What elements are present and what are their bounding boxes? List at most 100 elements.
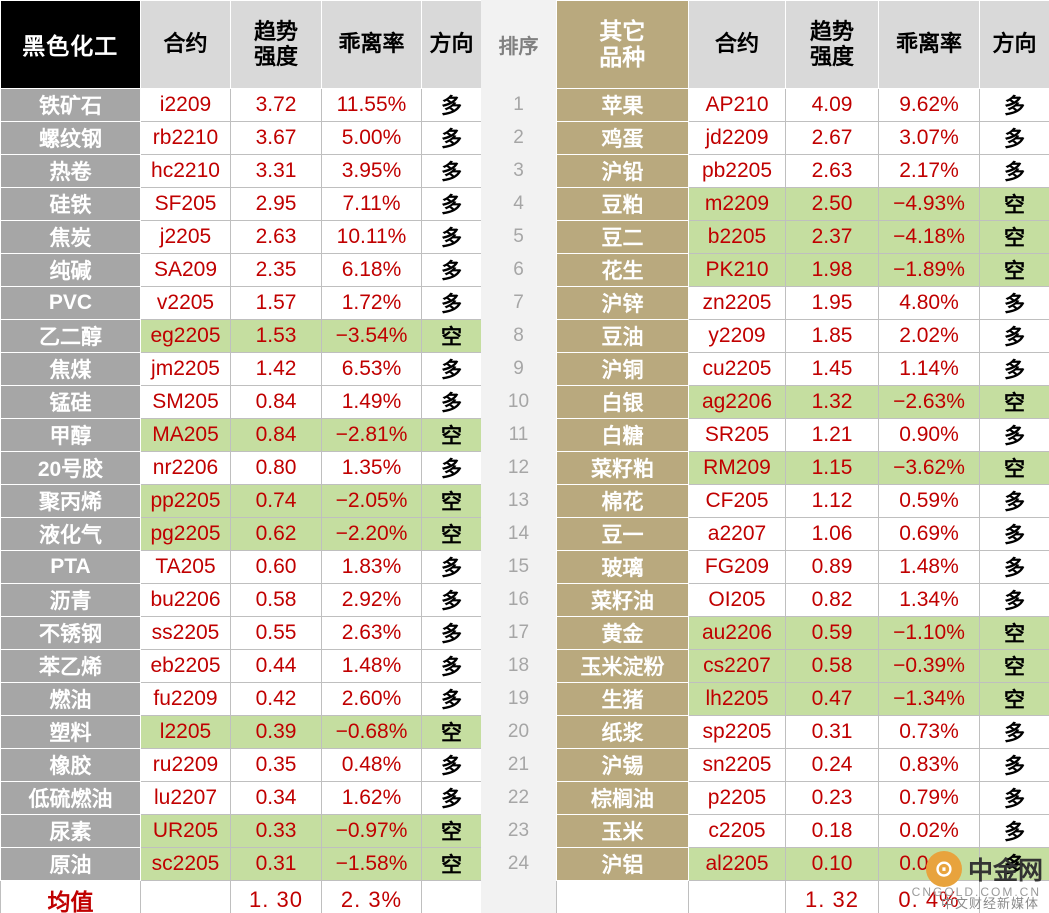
right-direction-cell: 多 — [979, 715, 1049, 749]
left-direction-cell: 多 — [421, 748, 482, 782]
right-contract-cell: cs2207 — [688, 649, 786, 683]
right-direction-cell: 多 — [979, 154, 1049, 188]
right-deviation-cell: −2.63% — [878, 385, 980, 419]
right-strength-cell: 0.89 — [785, 550, 879, 584]
right-contract-cell: CF205 — [688, 484, 786, 518]
right-strength-cell: 1.98 — [785, 253, 879, 287]
left-col-strength-l1: 趋势 强度 — [253, 18, 298, 69]
right-deviation-cell: 0.90% — [878, 418, 980, 452]
left-strength-cell: 0.55 — [230, 616, 322, 650]
left-contract-cell: pp2205 — [140, 484, 231, 518]
right-strength-cell: 0.47 — [785, 682, 879, 716]
rank-value: 13 — [481, 484, 556, 517]
right-mean-blank-3 — [979, 880, 1049, 913]
left-product-name: 焦煤 — [0, 352, 141, 386]
table-row: 花生 PK210 1.98 −1.89% 空 — [556, 253, 1049, 287]
left-direction-cell: 多 — [421, 616, 482, 650]
rank-value: 6 — [481, 253, 556, 286]
rank-value: 3 — [481, 154, 556, 187]
left-deviation-cell: 2.60% — [321, 682, 422, 716]
right-deviation-cell: 9.62% — [878, 88, 980, 122]
right-deviation-cell: 0.02% — [878, 814, 980, 848]
left-contract-cell: SA209 — [140, 253, 231, 287]
right-product-name: 花生 — [556, 253, 689, 287]
rank-row: 20 — [481, 715, 556, 748]
table-row: 沪铅 pb2205 2.63 2.17% 多 — [556, 154, 1049, 188]
right-table-body: 苹果 AP210 4.09 9.62% 多鸡蛋 jd2209 2.67 3.07% 多沪铅 pb2… — [556, 88, 1049, 881]
left-strength-cell: 1.42 — [230, 352, 322, 386]
left-deviation-cell: 1.62% — [321, 781, 422, 815]
left-direction-cell: 多 — [421, 88, 482, 122]
right-product-name: 沪锡 — [556, 748, 689, 782]
table-row: 纸浆 sp2205 0.31 0.73% 多 — [556, 715, 1049, 749]
rank-row: 2 — [481, 121, 556, 154]
rank-value: 2 — [481, 121, 556, 154]
right-direction-cell: 多 — [979, 781, 1049, 815]
right-deviation-cell: 0.59% — [878, 484, 980, 518]
right-deviation-cell: 0.69% — [878, 517, 980, 551]
left-contract-cell: TA205 — [140, 550, 231, 584]
left-table-header-row: 黑色化工 合约 趋势 强度 乖离率 方向 — [0, 0, 482, 89]
left-product-name: 20号胶 — [0, 451, 141, 485]
table-row: 硅铁 SF205 2.95 7.11% 多 — [0, 187, 482, 221]
rank-value: 18 — [481, 649, 556, 682]
right-direction-cell: 多 — [979, 814, 1049, 848]
table-row: 沥青 bu2206 0.58 2.92% 多 — [0, 583, 482, 617]
right-deviation-cell: 4.80% — [878, 286, 980, 320]
left-product-name: 沥青 — [0, 583, 141, 617]
left-contract-cell: ru2209 — [140, 748, 231, 782]
right-contract-cell: c2205 — [688, 814, 786, 848]
right-contract-cell: al2205 — [688, 847, 786, 881]
left-mean-blank — [140, 880, 231, 913]
right-contract-cell: OI205 — [688, 583, 786, 617]
rank-table-body: 1 2 3 4 5 6 7 8 9 10 11 12 13 14 15 16 17 18 19 20 21 22 23 24 — [481, 88, 556, 880]
right-strength-cell: 1.95 — [785, 286, 879, 320]
left-strength-cell: 0.60 — [230, 550, 322, 584]
left-contract-cell: nr2206 — [140, 451, 231, 485]
right-contract-cell: b2205 — [688, 220, 786, 254]
right-table: 其它 品种 合约 趋势 强度 乖离率 方向 苹果 AP210 4.09 9.62% 多鸡蛋… — [556, 0, 1049, 913]
rank-value: 5 — [481, 220, 556, 253]
right-strength-cell: 0.10 — [785, 847, 879, 881]
table-row: 沪铜 cu2205 1.45 1.14% 多 — [556, 352, 1049, 386]
left-strength-cell: 0.44 — [230, 649, 322, 683]
left-mean-row: 均值 1. 30 2. 3% — [0, 880, 482, 913]
left-mean-label: 均值 — [0, 880, 141, 913]
table-row: 乙二醇 eg2205 1.53 −3.54% 空 — [0, 319, 482, 353]
rank-value: 23 — [481, 814, 556, 847]
left-contract-cell: v2205 — [140, 286, 231, 320]
left-product-name: 硅铁 — [0, 187, 141, 221]
left-category-header: 黑色化工 — [0, 0, 141, 89]
left-contract-cell: UR205 — [140, 814, 231, 848]
right-contract-cell: RM209 — [688, 451, 786, 485]
left-contract-cell: SM205 — [140, 385, 231, 419]
table-row: PTA TA205 0.60 1.83% 多 — [0, 550, 482, 584]
right-strength-cell: 1.06 — [785, 517, 879, 551]
rank-header: 排序 — [481, 0, 556, 88]
right-col-strength: 趋势 强度 — [785, 0, 879, 89]
right-deviation-cell: −4.93% — [878, 187, 980, 221]
left-direction-cell: 空 — [421, 715, 482, 749]
table-row: 低硫燃油 lu2207 0.34 1.62% 多 — [0, 781, 482, 815]
left-contract-cell: j2205 — [140, 220, 231, 254]
right-col-contract: 合约 — [688, 0, 786, 89]
table-row: 豆二 b2205 2.37 −4.18% 空 — [556, 220, 1049, 254]
left-strength-cell: 0.34 — [230, 781, 322, 815]
left-product-name: 焦炭 — [0, 220, 141, 254]
left-direction-cell: 多 — [421, 187, 482, 221]
left-contract-cell: hc2210 — [140, 154, 231, 188]
left-product-name: 塑料 — [0, 715, 141, 749]
right-strength-cell: 0.82 — [785, 583, 879, 617]
left-direction-cell: 多 — [421, 286, 482, 320]
left-product-name: 尿素 — [0, 814, 141, 848]
rank-table: 排序 1 2 3 4 5 6 7 8 9 10 11 12 13 14 15 16 17 18 19 20 21 22 23… — [481, 0, 556, 913]
right-strength-cell: 1.32 — [785, 385, 879, 419]
right-direction-cell: 空 — [979, 385, 1049, 419]
rank-row: 24 — [481, 847, 556, 880]
left-mean-blank-2 — [421, 880, 482, 913]
left-direction-cell: 多 — [421, 649, 482, 683]
left-strength-cell: 0.31 — [230, 847, 322, 881]
rank-value: 19 — [481, 682, 556, 715]
rank-row: 1 — [481, 88, 556, 121]
